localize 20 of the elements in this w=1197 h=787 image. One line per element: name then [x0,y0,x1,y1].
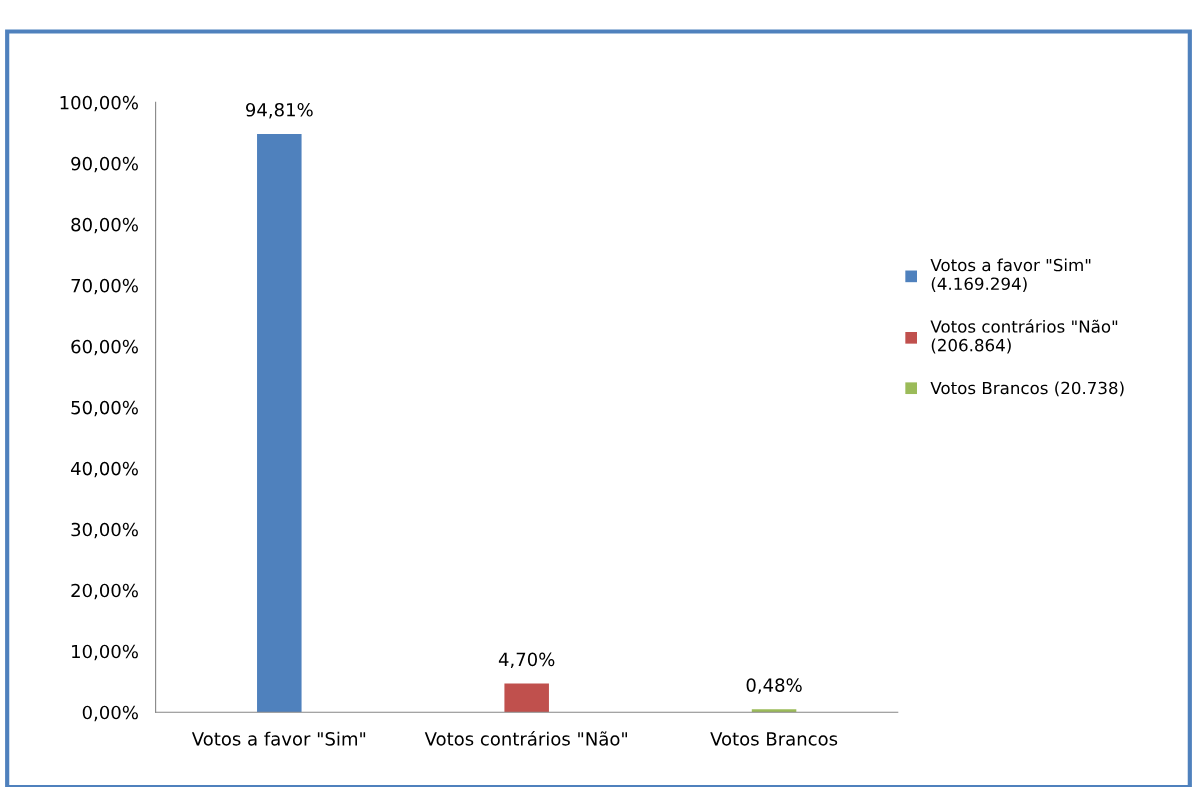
y-tick-label: 80,00% [71,217,138,234]
legend-label: Votos a favor "Sim" (4.169.294) [930,258,1091,292]
x-tick-label: Votos a favor "Sim" [191,731,366,746]
data-label: 0,48% [746,678,802,694]
y-tick-label: 90,00% [71,156,138,173]
data-label: 94,81% [246,102,313,119]
y-tick-label: 40,00% [70,461,138,478]
y-tick-label: 100,00% [60,95,138,112]
x-tick-label: Votos Brancos [710,732,838,746]
legend-label: Votos contrários "Não" (206.864) [930,319,1118,354]
y-tick-label: 0,00% [82,705,138,722]
y-tick-label: 60,00% [71,339,138,356]
y-tick-label: 30,00% [71,522,138,539]
y-tick-label: 10,00% [72,644,138,661]
y-tick-label: 70,00% [71,278,138,295]
legend-label: Votos Brancos (20.738) [930,381,1124,397]
y-tick-label: 20,00% [71,583,138,600]
x-tick-label: Votos contrários "Não" [424,730,627,746]
data-label: 4,70% [498,652,555,669]
y-tick-label: 50,00% [71,400,138,417]
